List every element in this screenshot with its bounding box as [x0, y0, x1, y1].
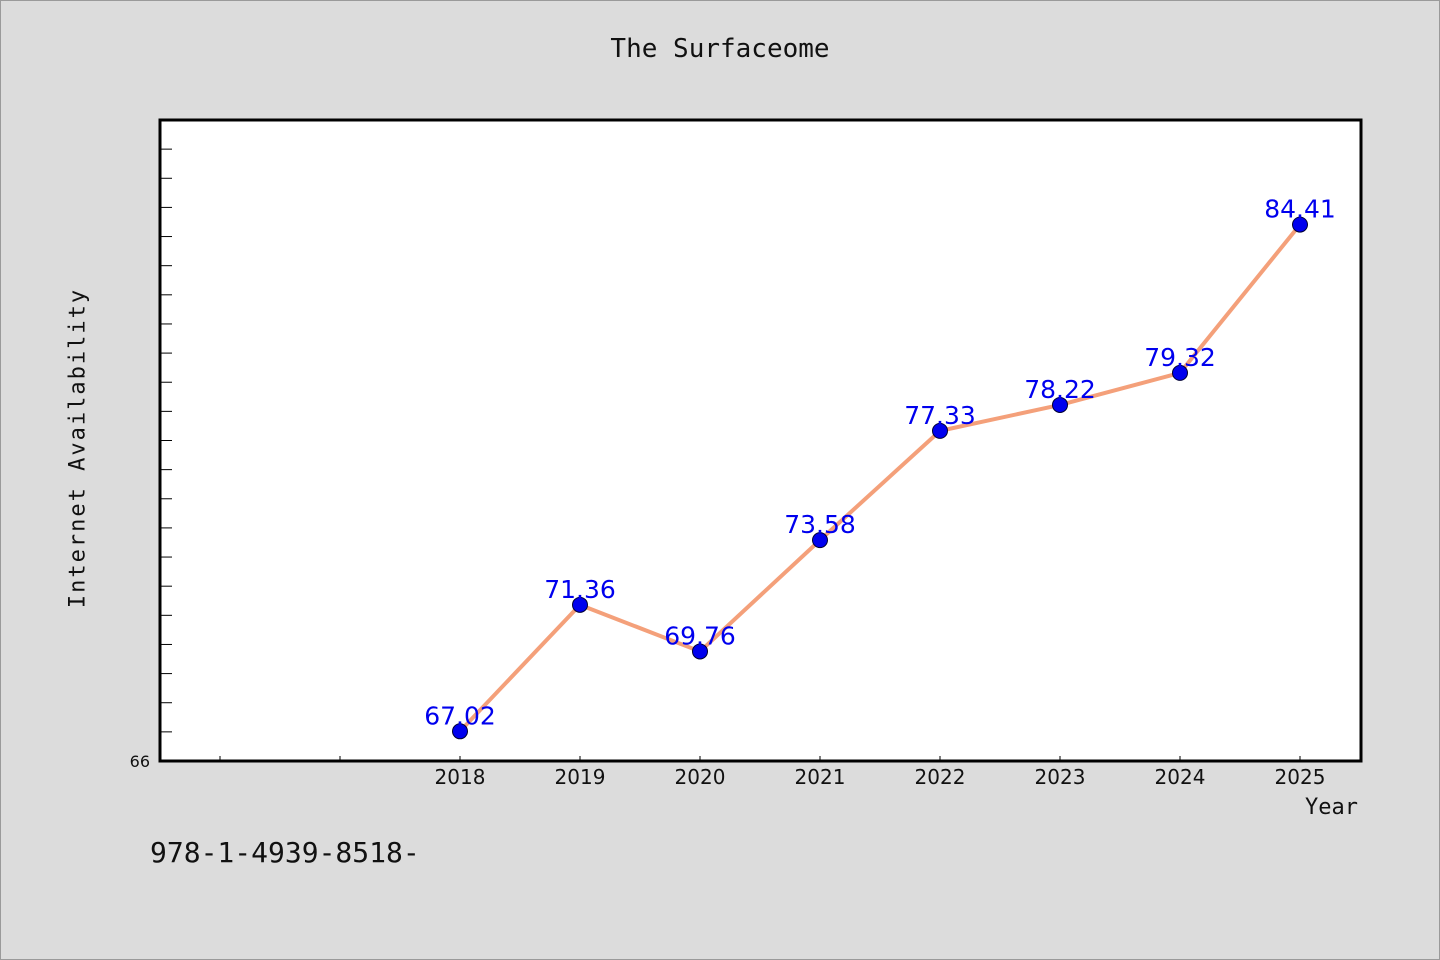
data-label: 79.32	[1144, 343, 1216, 372]
x-tick-label: 2018	[435, 765, 486, 789]
x-tick-label: 2022	[915, 765, 966, 789]
data-label: 84.41	[1264, 195, 1336, 224]
series-line-group	[458, 223, 1302, 733]
data-label: 78.22	[1024, 375, 1096, 404]
data-point	[1052, 396, 1068, 413]
x-tick-label: 2020	[675, 765, 726, 789]
plot-area	[158, 118, 1363, 763]
data-label: 69.76	[664, 621, 736, 650]
data-point	[692, 643, 708, 660]
series-line	[458, 223, 1302, 733]
data-point	[932, 422, 948, 439]
markers-group	[452, 216, 1308, 740]
y-axis-label: Internet Availability	[65, 287, 91, 609]
x-tick-label: 2025	[1275, 765, 1326, 789]
x-tick-label: 2023	[1035, 765, 1086, 789]
footer-text: 978-1-4939-8518-	[150, 836, 420, 869]
data-label: 67.02	[424, 701, 496, 730]
data-point	[572, 596, 588, 613]
data-point	[452, 723, 468, 740]
data-label: 73.58	[784, 510, 856, 539]
x-tick-label: 2019	[555, 765, 606, 789]
data-point	[1172, 364, 1188, 381]
data-label: 77.33	[904, 401, 976, 430]
x-tick-labels: 2018 2019 2020 2021 2022 2023 2024 2025	[435, 765, 1326, 789]
data-point	[812, 532, 828, 549]
chart-title: The Surfaceome	[610, 34, 830, 64]
y-tick-label: 66	[130, 752, 150, 771]
y-tick-labels: 66	[130, 752, 150, 771]
data-point	[1292, 216, 1308, 233]
x-axis-label: Year	[1305, 795, 1358, 820]
data-labels-group: 67.02 71.36 69.76 73.58 77.33 78.22 79.32 84.41	[424, 195, 1336, 731]
axis-ticks	[160, 148, 1301, 761]
x-tick-label: 2024	[1155, 765, 1206, 789]
x-tick-label: 2021	[795, 765, 846, 789]
data-label: 71.36	[544, 575, 616, 604]
